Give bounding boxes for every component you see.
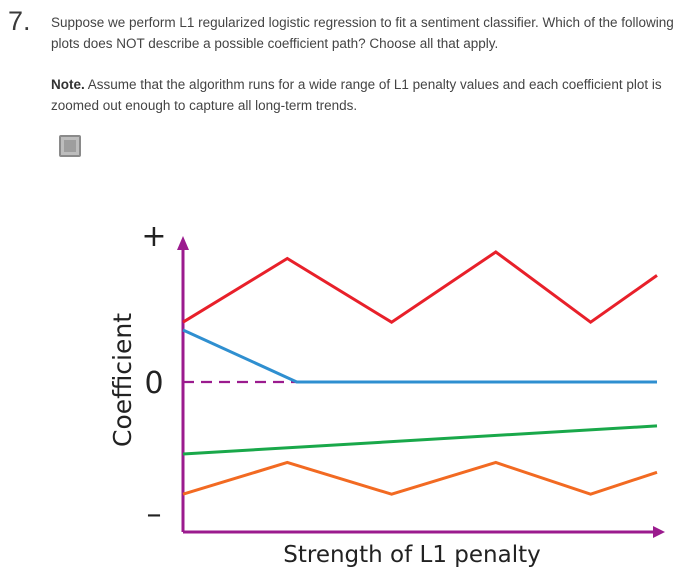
y-axis-arrowhead xyxy=(177,236,189,250)
note-text: Assume that the algorithm runs for a wid… xyxy=(51,77,662,113)
chart-axes xyxy=(177,236,665,538)
question-number: 7. xyxy=(8,6,31,36)
question-note: Note. Assume that the algorithm runs for… xyxy=(51,74,681,116)
chart-series xyxy=(182,250,658,496)
x-axis-arrowhead xyxy=(653,526,665,538)
question-text: Suppose we perform L1 regularized logist… xyxy=(51,15,674,51)
y-tick-label-zero: 0 xyxy=(144,366,163,401)
answer-checkbox[interactable] xyxy=(59,135,81,157)
note-label: Note. xyxy=(51,77,85,92)
y-tick-label-minus: – xyxy=(147,497,162,532)
y-axis-label: Coefficient xyxy=(108,313,137,447)
coefficient-path-3 xyxy=(182,424,658,456)
coefficient-path-4 xyxy=(182,460,658,496)
coefficient-path-1 xyxy=(182,250,658,325)
checkbox-fill xyxy=(64,140,76,152)
coefficient-path-2 xyxy=(182,328,657,384)
x-axis-label: Strength of L1 penalty xyxy=(283,542,540,568)
y-tick-label-plus: + xyxy=(141,219,166,254)
